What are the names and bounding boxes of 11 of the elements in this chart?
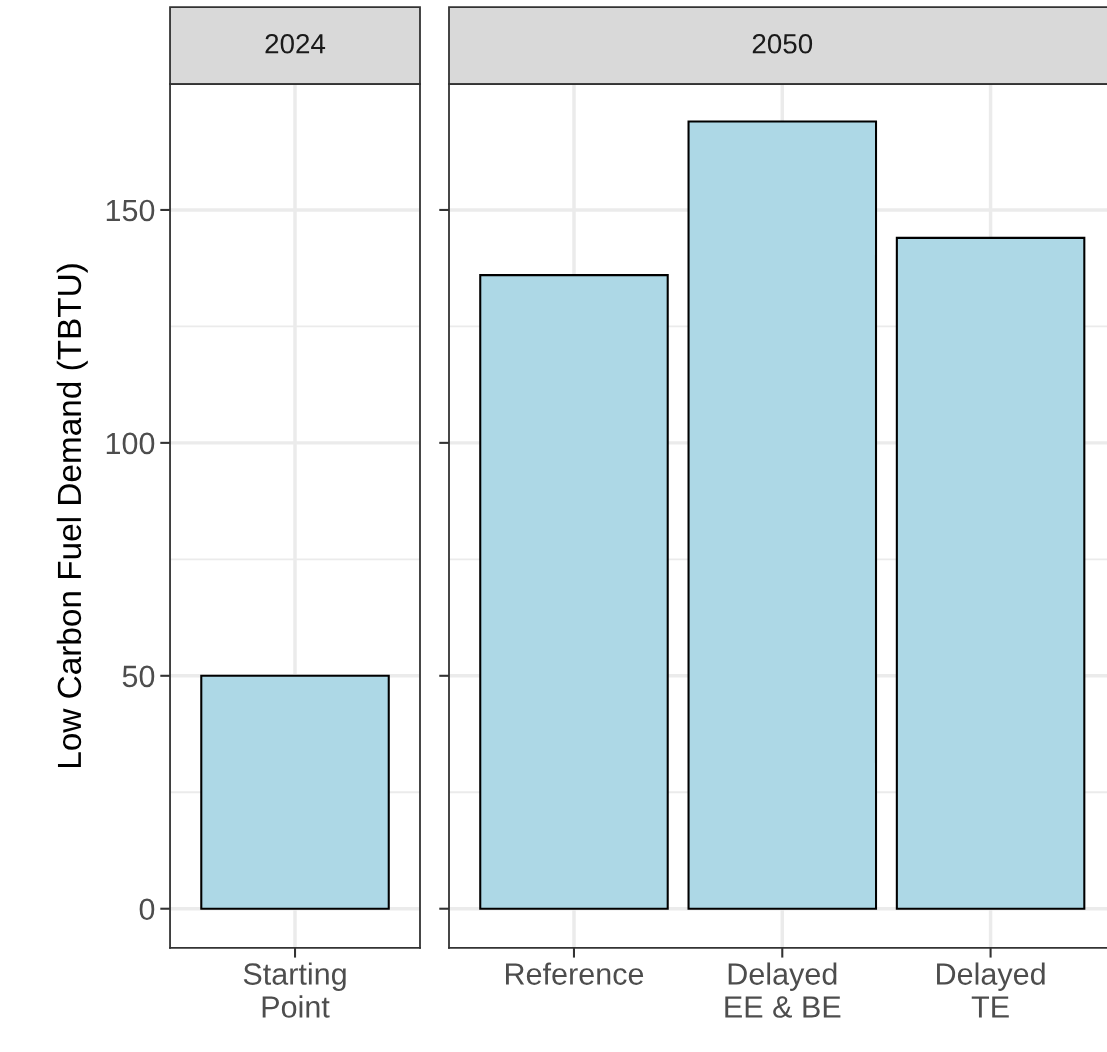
chart-title: 2050 [752, 33, 813, 54]
x-tick-label: Starting Point [243, 962, 346, 1018]
x-tick-label: Reference [506, 962, 644, 985]
y-tick-label: 100 [106, 432, 155, 455]
x-tick-label: Delayed TE [937, 962, 1045, 1018]
y-axis-title: Low Carbon Fuel Demand (TBTU) [56, 264, 88, 768]
y-tick-label: 50 [122, 665, 155, 688]
x-tick-label: Delayed EE & BE [725, 962, 841, 1018]
chart-title: 2024 [265, 33, 326, 54]
y-tick-label: 150 [106, 199, 155, 222]
y-tick-label: 0 [139, 898, 155, 921]
